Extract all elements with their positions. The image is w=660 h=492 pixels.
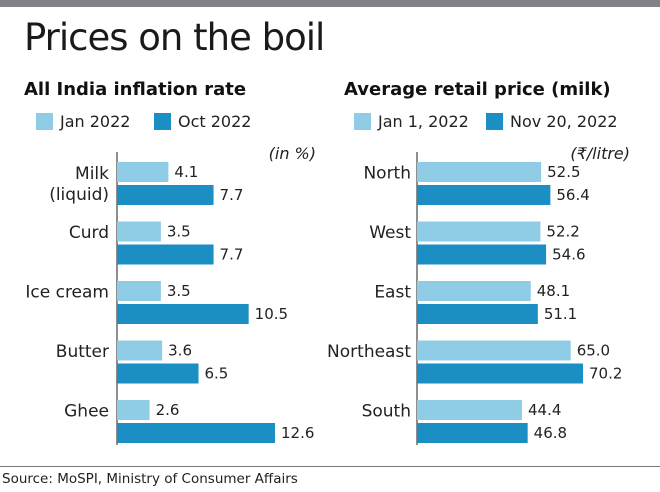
- milk_price-value-label-1-2: 52.2: [546, 223, 579, 241]
- inflation-bar-series2-4: [117, 363, 199, 384]
- inflation-bar-series1-3: [117, 281, 161, 301]
- milk_price-value-label-1-5: 44.4: [528, 401, 561, 419]
- inflation-bar-series2-3: [117, 304, 249, 324]
- milk_price-bar-series2-5: [417, 423, 528, 443]
- inflation-value-label-1-3: 3.5: [167, 282, 191, 300]
- milk_price-legend-label-2: Nov 20, 2022: [510, 112, 618, 131]
- milk_price-value-label-2-3: 51.1: [544, 305, 577, 323]
- milk_price-category-label-5: South: [362, 402, 411, 422]
- source-note: Source: MoSPI, Ministry of Consumer Affa…: [2, 471, 298, 487]
- page-headline: Prices on the boil: [24, 16, 325, 59]
- inflation-category-label-5: Ghee: [64, 402, 109, 422]
- inflation-value-label-2-1: 7.7: [220, 186, 244, 204]
- header-accent-bar: [0, 0, 660, 7]
- inflation-bar-series2-5: [117, 423, 275, 443]
- inflation-category-label-4: Butter: [56, 342, 109, 362]
- inflation-unit-label: (in %): [269, 144, 316, 163]
- milk_price-value-label-2-1: 56.4: [556, 186, 589, 204]
- inflation-value-label-2-5: 12.6: [281, 424, 314, 442]
- inflation-value-label-1-2: 3.5: [167, 223, 191, 241]
- milk_price-value-label-1-4: 65.0: [577, 342, 610, 360]
- milk_price-category-label-1: North: [363, 164, 411, 184]
- inflation-legend-label-2: Oct 2022: [178, 112, 251, 131]
- inflation-chart-title: All India inflation rate: [24, 79, 246, 100]
- inflation-category-label-3: Ice cream: [25, 283, 109, 303]
- milk_price-bar-series2-1: [417, 185, 551, 205]
- inflation-value-label-1-1: 4.1: [174, 163, 198, 181]
- milk_price-legend-label-1: Jan 1, 2022: [377, 112, 469, 131]
- milk_price-bar-series1-2: [417, 221, 541, 242]
- inflation-value-label-2-2: 7.7: [220, 246, 244, 264]
- inflation-bar-series1-4: [117, 340, 163, 361]
- milk_price-value-label-2-5: 46.8: [534, 424, 567, 442]
- milk_price-category-label-3: East: [374, 283, 411, 303]
- milk_price-bar-series1-5: [417, 400, 522, 420]
- source-divider: [0, 466, 660, 467]
- milk_price-chart-title: Average retail price (milk): [344, 79, 611, 100]
- inflation-legend-swatch-2: [154, 113, 171, 130]
- inflation-value-label-2-3: 10.5: [255, 305, 288, 323]
- inflation-legend-swatch-1: [36, 113, 53, 130]
- inflation-value-label-1-4: 3.6: [168, 342, 192, 360]
- inflation-category-label-2: Curd: [69, 223, 109, 243]
- inflation-bar-series2-2: [117, 244, 214, 265]
- milk_price-unit-label: (₹/litre): [570, 144, 630, 163]
- inflation-value-label-2-4: 6.5: [205, 365, 229, 383]
- milk_price-value-label-2-2: 54.6: [552, 246, 585, 264]
- milk_price-value-label-1-3: 48.1: [537, 282, 570, 300]
- inflation-bar-series1-1: [117, 162, 169, 182]
- milk_price-legend-swatch-1: [354, 113, 371, 130]
- milk_price-category-label-2: West: [369, 223, 411, 243]
- inflation-bar-series2-1: [117, 185, 214, 205]
- milk_price-bar-series1-1: [417, 162, 542, 182]
- inflation-category-label-1: Milk: [75, 164, 109, 184]
- inflation-value-label-1-5: 2.6: [156, 401, 180, 419]
- inflation-bar-series1-5: [117, 400, 150, 420]
- inflation-legend-label-1: Jan 2022: [59, 112, 130, 131]
- milk_price-category-label-4: Northeast: [327, 342, 411, 362]
- milk_price-legend-swatch-2: [486, 113, 503, 130]
- milk_price-value-label-1-1: 52.5: [547, 163, 580, 181]
- inflation-category-label-1: (liquid): [49, 185, 109, 205]
- milk_price-bar-series2-2: [417, 244, 547, 265]
- milk_price-bar-series2-4: [417, 363, 583, 384]
- milk_price-bar-series1-4: [417, 340, 571, 361]
- milk_price-value-label-2-4: 70.2: [589, 365, 622, 383]
- milk_price-bar-series2-3: [417, 304, 538, 324]
- milk_price-bar-series1-3: [417, 281, 531, 301]
- inflation-bar-series1-2: [117, 221, 161, 242]
